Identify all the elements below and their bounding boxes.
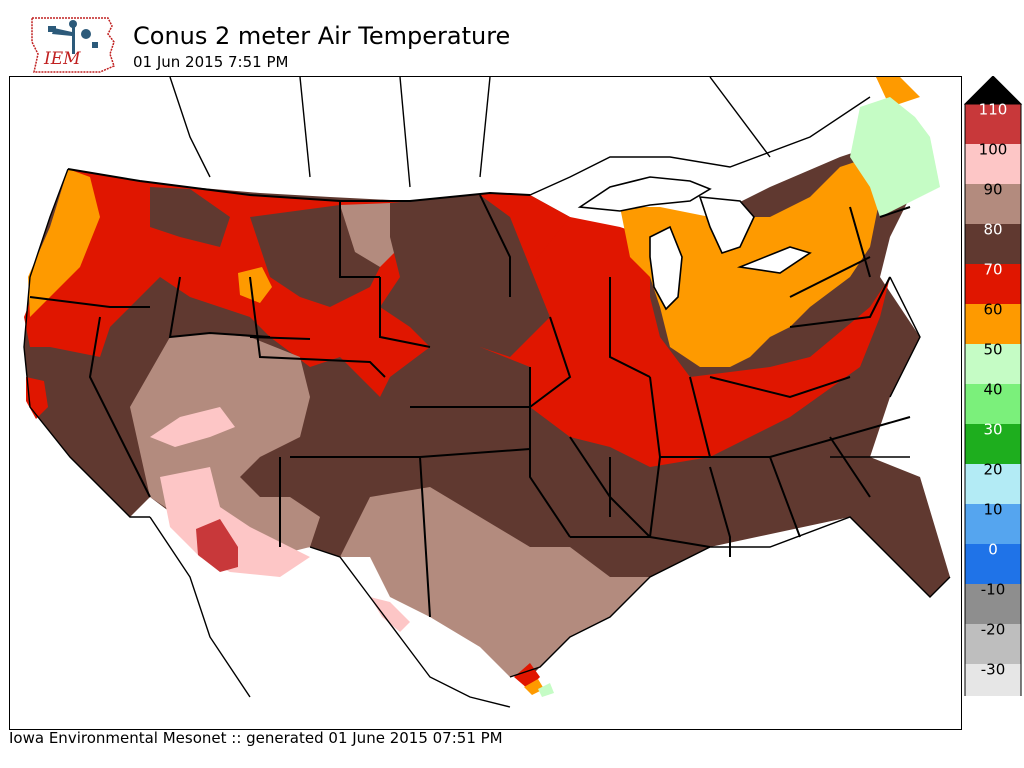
legend-tick-label: 60 <box>983 301 1002 319</box>
legend-tick-label: 30 <box>983 421 1002 439</box>
temp-zone-40-50-new-england <box>850 97 940 217</box>
temp-zone-80-90-texas <box>340 487 650 677</box>
legend-tick-label: 20 <box>983 461 1002 479</box>
temp-zone-70-80-dakotas-plains <box>380 195 550 357</box>
legend-tick-label: 90 <box>983 181 1002 199</box>
lake-huron <box>698 196 755 254</box>
footer-credit: Iowa Environmental Mesonet :: generated … <box>9 729 503 747</box>
legend-swatch <box>965 584 1021 624</box>
legend-tick-label: -10 <box>981 581 1006 599</box>
temp-zone-90-100-arizona <box>160 467 310 577</box>
page-title: Conus 2 meter Air Temperature <box>133 22 511 50</box>
legend-tick-label: 10 <box>983 501 1002 519</box>
temp-zone-80-90-dakota <box>340 203 400 267</box>
legend-swatch <box>965 464 1021 504</box>
legend-swatch <box>965 304 1021 344</box>
legend-swatch <box>965 344 1021 384</box>
legend-tick-label: 110 <box>979 101 1008 119</box>
temp-zone-50-60-pacific-nw <box>28 169 100 317</box>
legend-tick-label: 0 <box>988 541 998 559</box>
temp-zone-100-110-arizona <box>196 519 238 572</box>
temp-zone-50-60-wyoming <box>238 267 272 303</box>
legend-swatch <box>965 424 1021 464</box>
legend-swatch <box>965 384 1021 424</box>
legend-swatch <box>965 264 1021 304</box>
temp-zone-60-70-midwest <box>530 217 890 467</box>
legend-swatch <box>965 224 1021 264</box>
legend-tick-label: -30 <box>981 661 1006 679</box>
lake-erie <box>736 246 812 274</box>
legend-swatch <box>965 544 1021 584</box>
legend-tick-label: -20 <box>981 621 1006 639</box>
coastline <box>23 77 951 708</box>
legend-tick-label: 50 <box>983 341 1002 359</box>
temp-zone-70-80-idaho <box>150 187 230 247</box>
logo-text: IEM <box>43 49 81 69</box>
temperature-legend: 110 100 90 80 70 60 50 40 30 20 10 0 -10 -20 -30 <box>963 75 1024 731</box>
legend-swatch <box>965 504 1021 544</box>
state-borders <box>29 168 911 618</box>
iem-logo: IEM <box>28 14 120 76</box>
temp-zone-40-50-texas-tip <box>538 683 554 697</box>
legend-tick-label: 100 <box>979 141 1008 159</box>
legend-swatch <box>965 104 1021 144</box>
legend-tick-label: 80 <box>983 221 1002 239</box>
lake-michigan <box>649 225 683 311</box>
temperature-map <box>9 76 962 730</box>
legend-swatch <box>965 184 1021 224</box>
legend-swatch <box>965 144 1021 184</box>
legend-tick-label: 70 <box>983 261 1002 279</box>
legend-tick-label: 40 <box>983 381 1002 399</box>
page-subtitle: 01 Jun 2015 7:51 PM <box>133 53 289 71</box>
legend-swatch <box>965 624 1021 664</box>
lake-superior <box>577 176 712 212</box>
temp-zone-90-100-nevada <box>150 407 235 447</box>
temp-zone-50-60-great-lakes <box>620 157 880 367</box>
temp-zone-90-100-texas <box>370 597 410 632</box>
